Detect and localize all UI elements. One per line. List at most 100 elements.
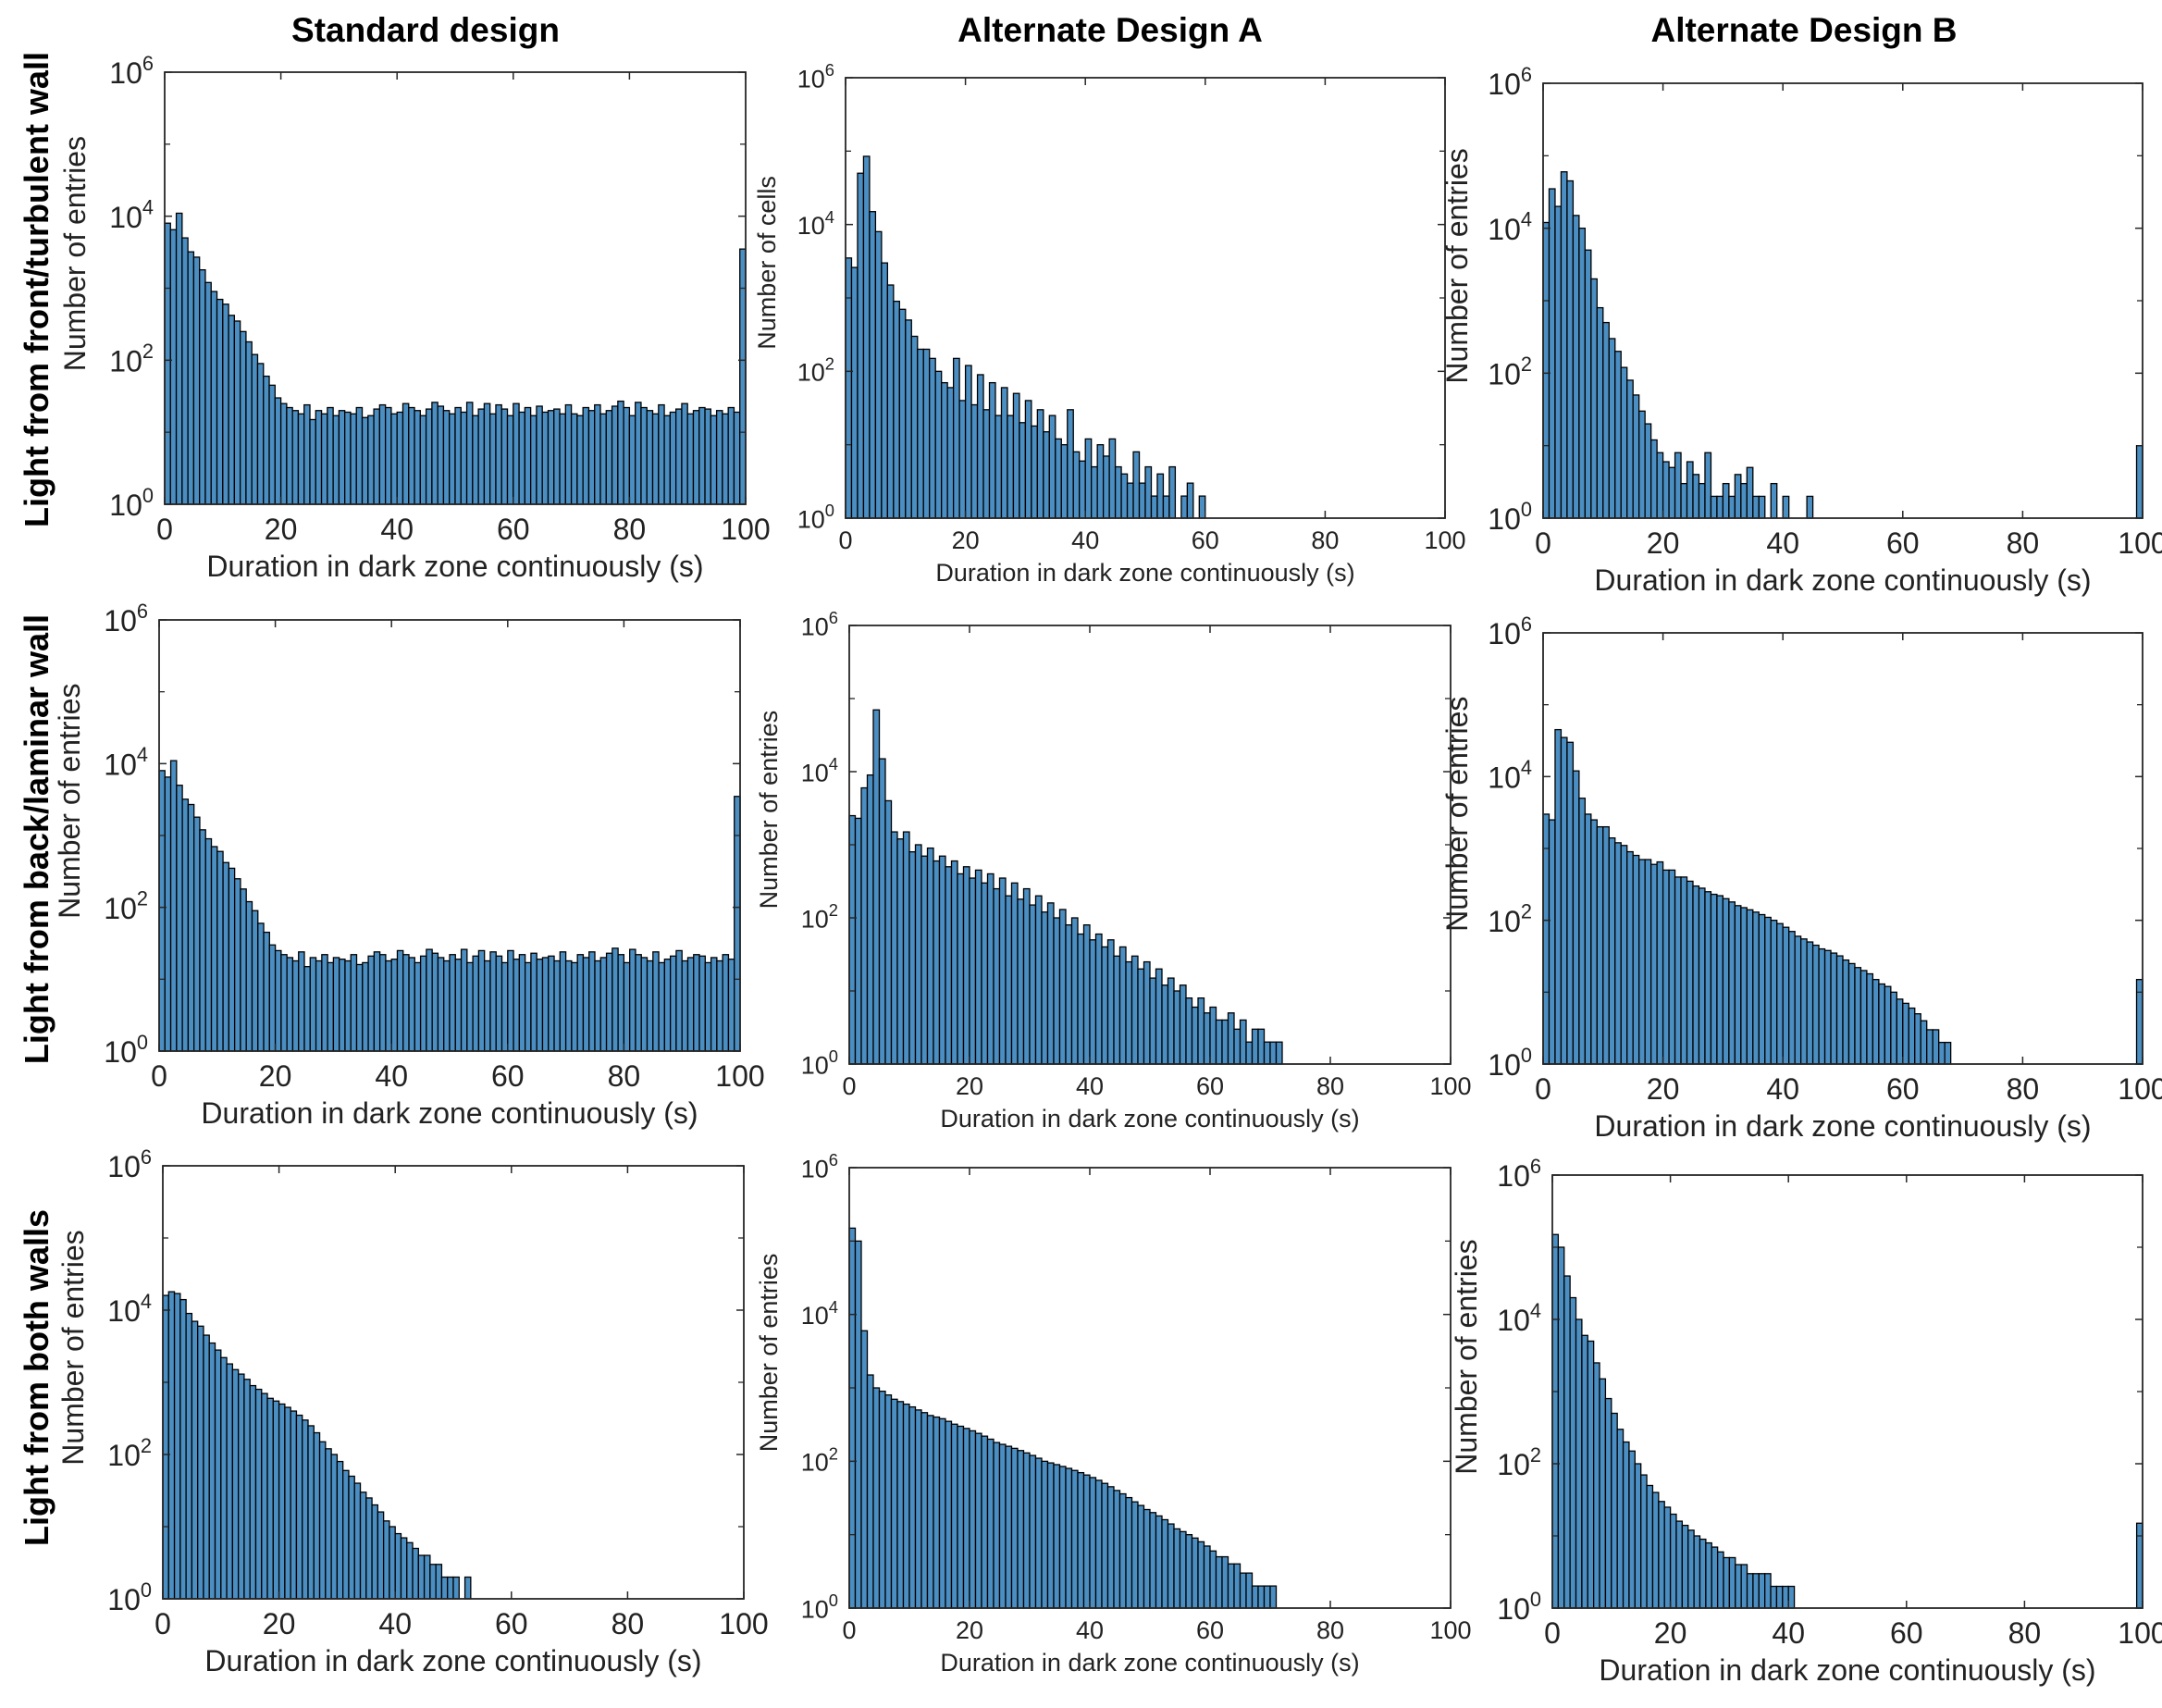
histogram-bar [408,406,415,505]
x-tick-label: 60 [491,1059,525,1093]
y-tick-label: 102 [1497,1443,1541,1481]
histogram-bar [1251,1028,1259,1065]
x-axis-label: Duration in dark zone continuously (s) [201,1096,698,1130]
histogram-bar [1143,1508,1151,1609]
histogram-bar [169,229,178,505]
x-tick-label: 100 [1429,1616,1471,1644]
histogram-bar [896,1401,905,1609]
histogram-bar [957,1425,965,1609]
histogram-bar [612,947,619,1052]
y-tick-label: 106 [1497,1155,1541,1193]
histogram-bar [1245,1572,1254,1609]
histogram-bar [669,411,677,505]
histogram-bar [384,406,392,505]
histogram-bar [1669,1513,1677,1609]
histogram-bar [922,348,931,519]
histogram-bar [893,300,900,519]
histogram-bar [669,955,677,1052]
histogram-bar [1101,1482,1109,1609]
histogram-bar [982,409,991,519]
histogram-bar [423,1554,431,1600]
x-tick-label: 80 [1316,1616,1344,1644]
x-tick-label: 20 [265,513,298,546]
histogram-bar [902,1403,910,1609]
histogram-bar [576,415,584,505]
histogram-bar [1596,825,1604,1065]
histogram-bar [946,387,955,519]
histogram-bar [454,959,463,1052]
histogram-bar [412,1547,419,1600]
histogram-bar [1106,1486,1115,1609]
x-tick-label: 20 [956,1616,983,1644]
histogram-bar [722,954,730,1052]
x-tick-label: 0 [156,513,173,546]
histogram-bar [1770,482,1778,519]
histogram-bar [1173,990,1181,1065]
x-tick-label: 0 [151,1059,167,1093]
histogram-bar [353,1482,362,1600]
histogram-bar [290,1410,298,1600]
histogram-bar [1185,1534,1193,1609]
histogram-bar [274,949,282,1052]
histogram-bar [640,957,649,1052]
histogram-bar [429,1564,437,1600]
histogram-bar [1162,495,1170,519]
y-tick-label: 104 [797,207,834,240]
histogram-bar [1944,1041,1952,1065]
histogram-bar [1604,1397,1612,1609]
histogram-bar [1668,869,1676,1065]
histogram-bar [1215,1555,1223,1609]
histogram-bar [917,348,924,519]
histogram-bar [692,410,700,505]
histogram-bar [237,1373,245,1600]
y-tick-label: 102 [801,1443,838,1476]
histogram-bar [1089,939,1097,1065]
histogram-bar [698,955,706,1052]
histogram-bar [1072,451,1081,519]
histogram-bar [256,363,265,505]
histogram-bar [222,861,230,1052]
histogram-bar [239,330,247,505]
histogram-bar [1102,455,1110,519]
histogram-bar [199,829,206,1052]
histogram-bar [1155,968,1163,1065]
histogram-bar [291,410,300,505]
histogram-bar [1005,1445,1013,1609]
x-tick-label: 100 [1424,526,1465,554]
x-tick-label: 60 [1886,526,1920,560]
histogram-bar [926,847,934,1065]
column-title-design-b: Alternate Design B [1650,11,1958,49]
histogram-bar [681,959,689,1052]
histogram-bar [1811,944,1820,1065]
histogram-bar [1034,1457,1043,1609]
histogram-bar [564,959,573,1052]
histogram-bar [1101,946,1109,1065]
histogram-bar [1118,946,1127,1065]
histogram-bar [1723,1556,1731,1609]
y-tick-label: 100 [109,484,154,522]
histogram-bar [483,402,491,505]
x-axis-label: Duration in dark zone continuously (s) [940,1649,1359,1677]
chart-r1c2: 0 20 40 60 80 100 100 102 104 106 Duration in dark… [753,60,1466,587]
histogram-bar [500,408,509,505]
y-tick-label: 106 [801,1150,838,1182]
x-tick-label: 40 [1071,526,1099,554]
histogram-bar [437,957,445,1052]
histogram-bar [857,172,865,519]
bars-r3c2 [848,1227,1278,1609]
histogram-bar [489,413,497,505]
histogram-bar [651,413,660,505]
histogram-bar [1263,1041,1271,1065]
histogram-bar [181,798,190,1052]
histogram-bar [1770,1585,1778,1609]
histogram-bar [233,320,241,505]
histogram-bar [454,406,462,505]
histogram-bar [1686,880,1694,1065]
x-tick-label: 40 [375,1059,408,1093]
histogram-bar [1108,438,1117,519]
y-tick-label: 100 [801,1590,838,1623]
histogram-bar [338,410,346,505]
histogram-bar [617,400,624,505]
y-tick-label: 104 [109,195,154,233]
histogram-bar [1640,1474,1648,1609]
